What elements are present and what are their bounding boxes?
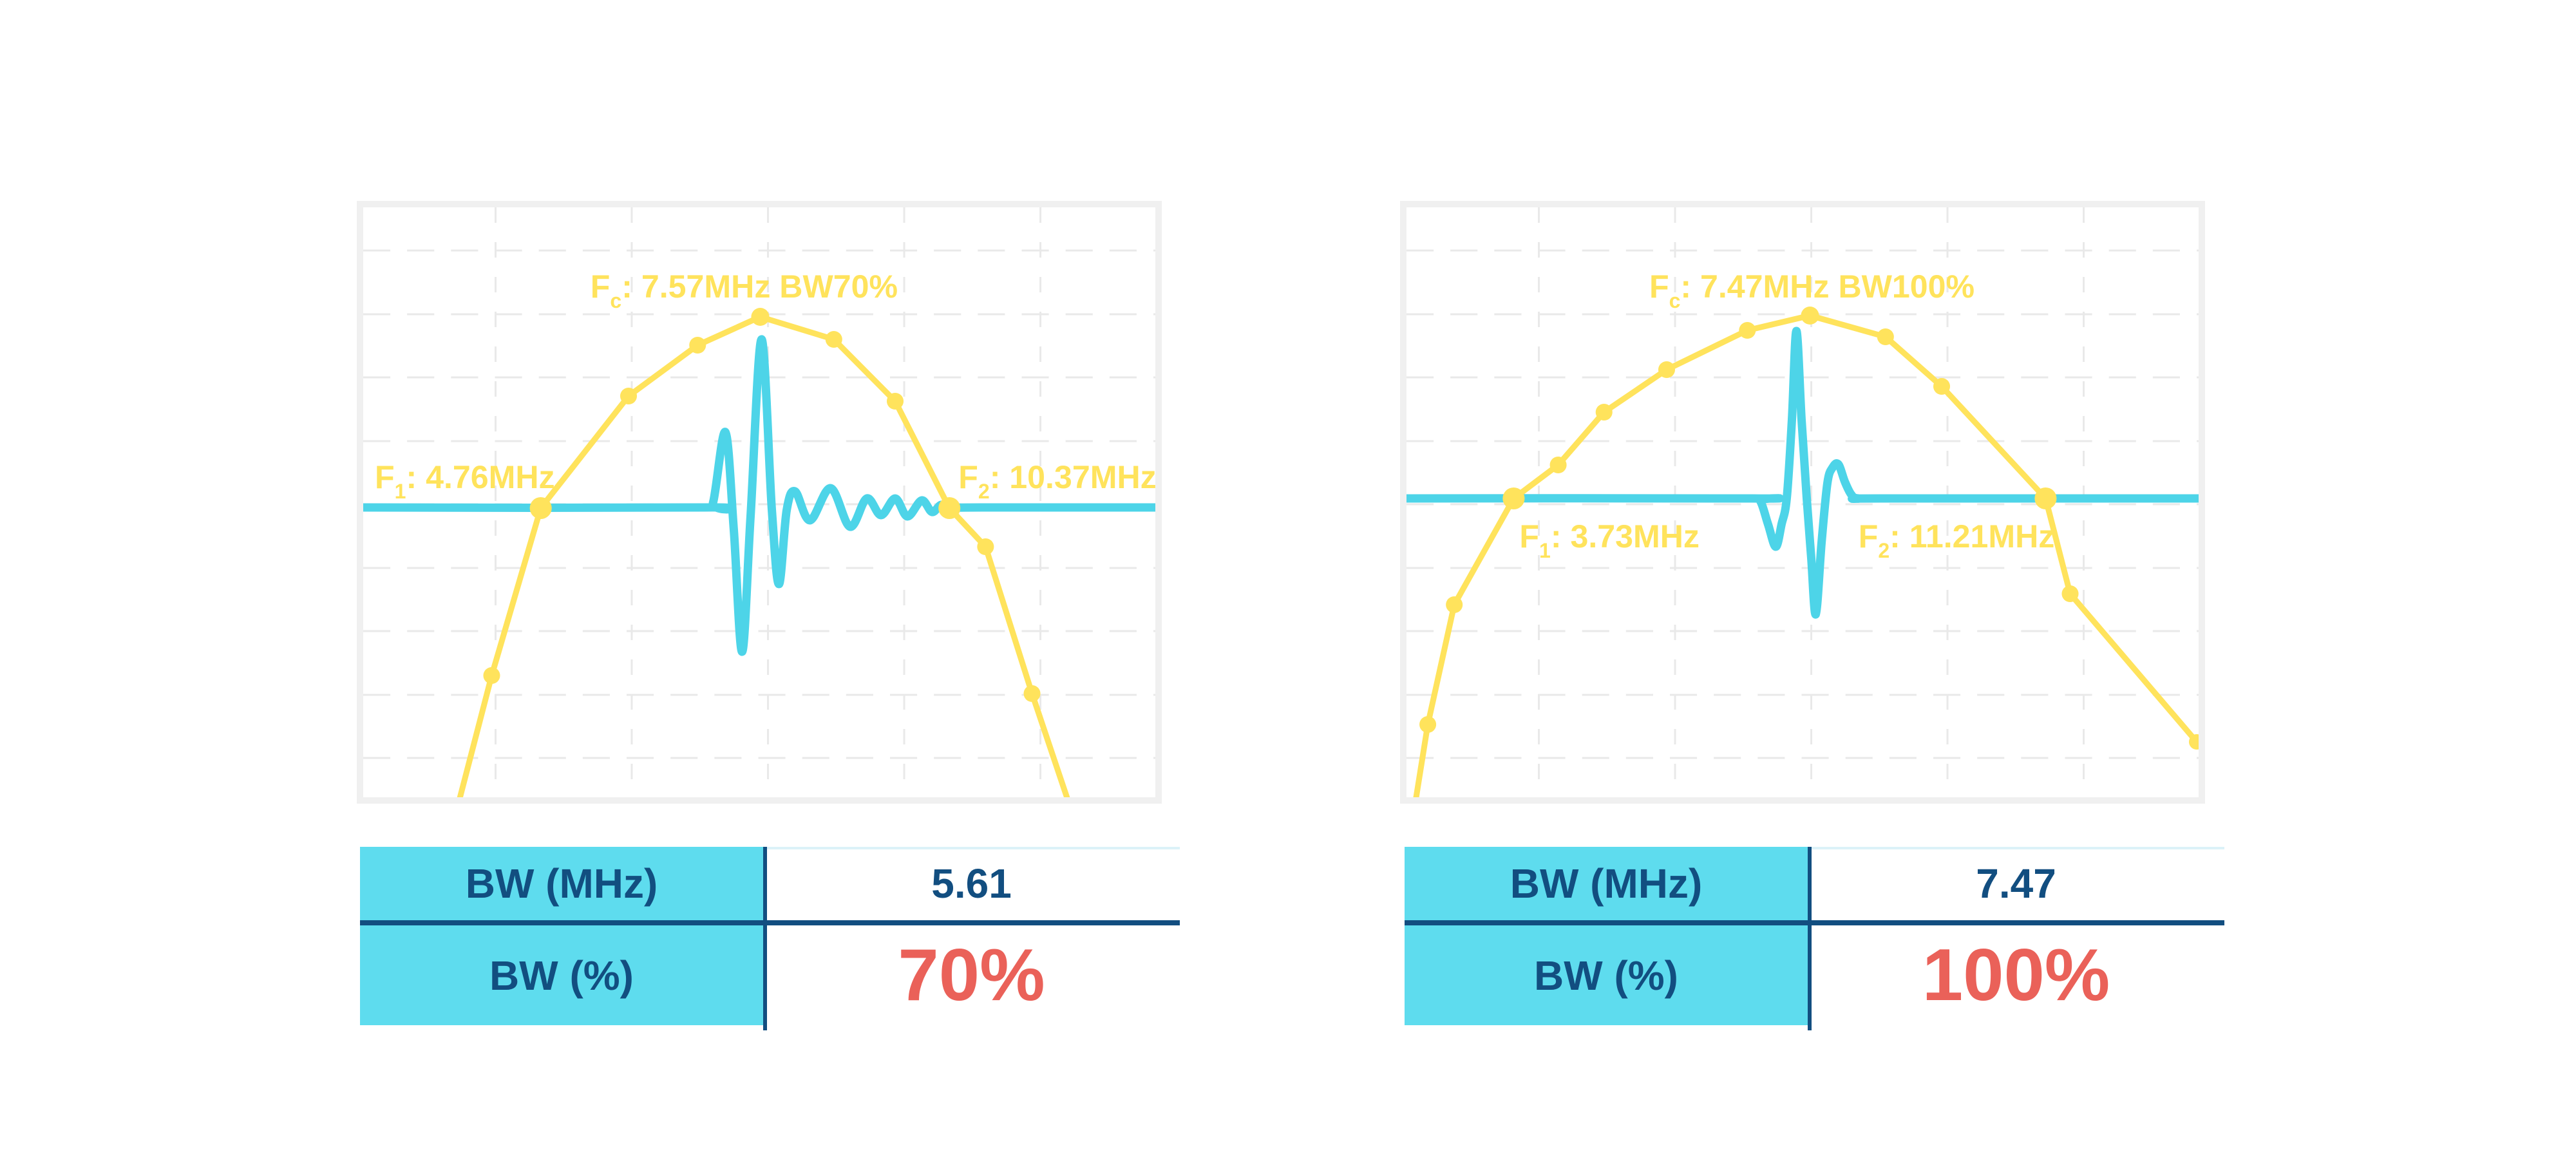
bw-percent-label: BW (%) [1405,925,1808,1025]
bw-mhz-value: 7.47 [1808,847,2224,920]
table-row: BW (%) 100% [1405,925,2224,1025]
bw-percent-value: 100% [1808,925,2224,1025]
left-spectrum-plot: Fc: 7.57MHz BW70% F1: 4.76MHz F2: 10.37MHz [363,207,1155,797]
bw-mhz-label: BW (MHz) [1405,847,1808,920]
table-vertical-divider [1808,847,1812,1030]
table-vertical-divider [763,847,767,1030]
table-row: BW (MHz) 7.47 [1405,847,2224,920]
table-row: BW (%) 70% [360,925,1180,1025]
f1-frequency-annotation: F1: 3.73MHz [1519,518,1700,562]
f2-frequency-annotation: F2: 11.21MHz [1859,518,2055,562]
bw-percent-value: 70% [763,925,1180,1025]
spectrum-envelope-line [457,314,1070,797]
fc-frequency-annotation: Fc: 7.57MHz BW70% [591,269,898,312]
right-spectrum-plot: Fc: 7.47MHz BW100% F1: 3.73MHz F2: 11.21MH… [1406,207,2199,797]
spectrum-envelope-line [1413,312,2199,797]
right-spectrum-chart: Fc: 7.47MHz BW100% F1: 3.73MHz F2: 11.21MH… [1400,201,2205,804]
left-spectrum-chart: Fc: 7.57MHz BW70% F1: 4.76MHz F2: 10.37MHz [357,201,1162,804]
bw-mhz-value: 5.61 [763,847,1180,920]
spectrum-markers [483,308,1041,702]
table-top-line [1812,847,2224,849]
fc-frequency-annotation: Fc: 7.47MHz BW100% [1649,269,1975,312]
right-bw-table: BW (MHz) 7.47 BW (%) 100% [1405,847,2224,1034]
table-horizontal-divider [1405,920,2224,925]
bw-percent-label: BW (%) [360,925,763,1025]
spectrum-markers [1419,307,2199,750]
table-top-line [767,847,1180,849]
left-bw-table: BW (MHz) 5.61 BW (%) 70% [360,847,1180,1034]
grid-lines [363,207,1155,797]
table-row: BW (MHz) 5.61 [360,847,1180,920]
pulse-waveform-line [363,335,1155,656]
f1-frequency-annotation: F1: 4.76MHz [375,459,555,503]
table-horizontal-divider [360,920,1180,925]
bw-mhz-label: BW (MHz) [360,847,763,920]
f2-frequency-annotation: F2: 10.37MHz [958,459,1155,503]
pulse-waveform-line [1406,326,2199,619]
